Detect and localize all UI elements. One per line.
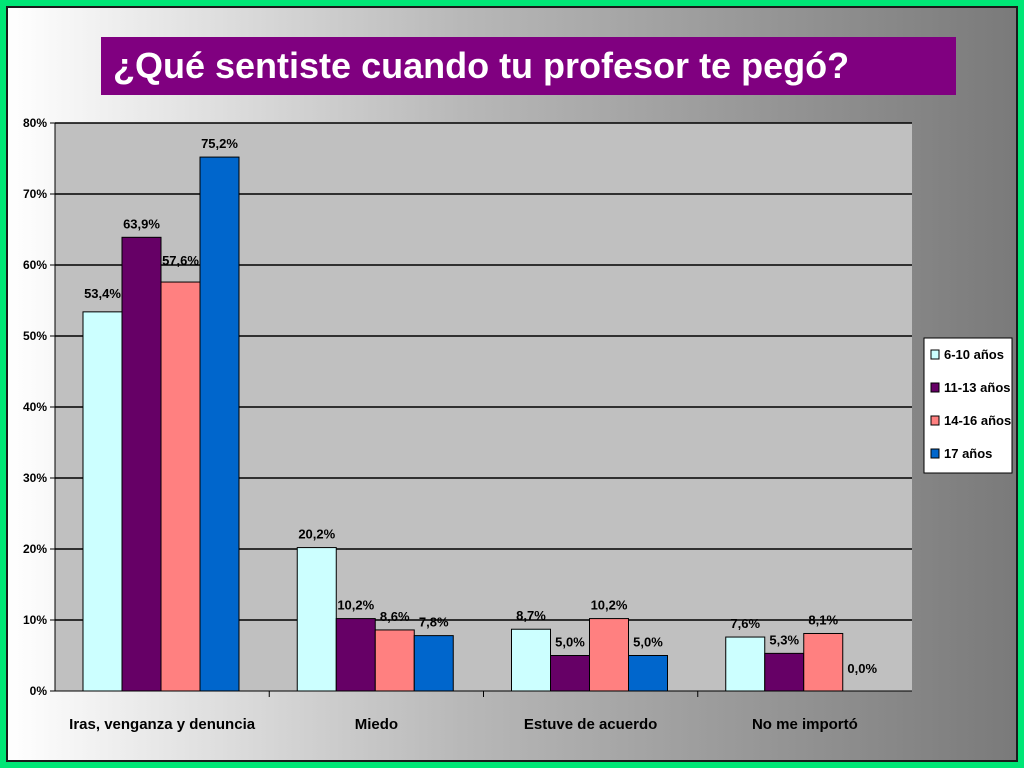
data-label: 63,9% [123, 216, 160, 231]
legend-swatch [930, 415, 940, 426]
data-label: 8,7% [516, 608, 546, 623]
bar [764, 652, 805, 692]
y-tick-label: 50% [23, 329, 47, 343]
data-label: 5,0% [555, 635, 585, 650]
y-tick-label: 40% [23, 400, 47, 414]
data-label: 10,2% [337, 598, 374, 613]
y-tick-label: 70% [23, 187, 47, 201]
bar [803, 632, 844, 692]
legend-swatch [930, 382, 940, 393]
bar [82, 311, 123, 692]
x-category-label: Iras, venganza y denuncia [69, 716, 256, 733]
x-category-label: No me importó [752, 716, 858, 733]
data-label: 8,6% [380, 609, 410, 624]
legend-swatch [930, 349, 940, 360]
y-tick-label: 0% [30, 684, 48, 698]
bar [374, 629, 415, 692]
legend-label: 17 años [944, 446, 992, 461]
data-label: 57,6% [162, 253, 199, 268]
bar [628, 655, 668, 692]
data-label: 10,2% [591, 598, 628, 613]
bar [725, 636, 766, 692]
y-tick-label: 10% [23, 613, 47, 627]
bar [589, 618, 629, 692]
bar [413, 635, 454, 692]
data-label: 5,3% [769, 632, 799, 647]
data-label: 75,2% [201, 136, 238, 151]
bar [160, 281, 201, 692]
bar [550, 655, 590, 692]
chart-title: ¿Qué sentiste cuando tu profesor te pegó… [101, 37, 956, 95]
legend-label: 11-13 años [944, 380, 1011, 395]
y-tick-label: 20% [23, 542, 47, 556]
data-label: 8,1% [808, 612, 838, 627]
data-label: 7,6% [730, 616, 760, 631]
legend-swatch [930, 448, 940, 459]
bar [296, 547, 337, 692]
bar [511, 628, 551, 692]
data-label: 53,4% [84, 286, 121, 301]
y-tick-label: 60% [23, 258, 47, 272]
y-tick-label: 30% [23, 471, 47, 485]
x-category-label: Estuve de acuerdo [524, 716, 657, 733]
bar [335, 618, 376, 692]
data-label: 5,0% [633, 635, 663, 650]
x-category-label: Miedo [355, 716, 398, 733]
bar [199, 156, 240, 692]
legend-label: 6-10 años [944, 347, 1004, 362]
data-label: 7,8% [419, 615, 449, 630]
data-label: 20,2% [298, 527, 335, 542]
data-label: 0,0% [847, 661, 877, 676]
legend-label: 14-16 años [944, 413, 1011, 428]
bar [121, 236, 162, 692]
y-tick-label: 80% [23, 116, 47, 130]
